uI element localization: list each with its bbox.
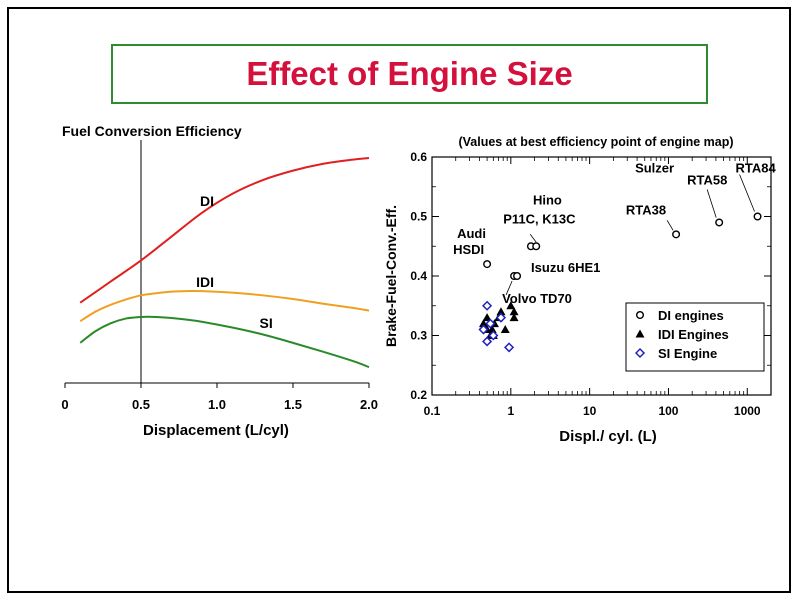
di-engines-point [483, 260, 492, 269]
left-x-tick-label: 2.0 [360, 397, 378, 412]
di-engines-point [753, 212, 762, 221]
series-label-si: SI [260, 315, 273, 331]
annotation-label: Hino [533, 192, 562, 207]
annotation-label: Volvo TD70 [502, 291, 572, 306]
right-y-axis-label: Brake-Fuel-Conv.-Eff. [383, 205, 399, 347]
right-x-tick-label: 10 [583, 404, 597, 418]
di-engines-point [672, 230, 681, 239]
idi-engines-point [487, 325, 497, 334]
idi-engines-point [509, 307, 519, 316]
legend-entry: IDI Engines [658, 327, 729, 342]
right-y-tick-label: 0.6 [410, 150, 427, 164]
right-x-axis-label: Displ./ cyl. (L) [559, 428, 657, 445]
di-engines-point [715, 218, 724, 227]
annotation-leader [505, 280, 513, 296]
slide-title-box: Effect of Engine Size [111, 44, 708, 104]
left-x-axis-label: Displacement (L/cyl) [143, 422, 289, 439]
annotation-leader [739, 174, 755, 212]
right-y-tick-label: 0.2 [410, 388, 427, 402]
left-x-tick-label: 0 [61, 397, 68, 412]
left-x-tick-label: 1.0 [208, 397, 226, 412]
di-engines-point [513, 272, 522, 281]
si-engine-point [478, 324, 489, 335]
right-y-tick-label: 0.5 [410, 210, 427, 224]
annotation-label: P11C, K13C [503, 211, 576, 226]
slide-frame [7, 7, 791, 593]
annotation-label: Isuzu 6HE1 [531, 260, 600, 275]
di-engines-point [532, 242, 541, 251]
si-engine-point [485, 318, 496, 329]
annotation-leader [706, 189, 717, 218]
right-x-tick-label: 1 [507, 404, 514, 418]
annotation-label: RTA84 [736, 161, 777, 176]
series-label-di: DI [200, 193, 214, 209]
annotation-label: Sulzer [635, 160, 674, 175]
annotation-leader [666, 220, 674, 231]
idi-engines-point [500, 325, 510, 334]
legend-entry: DI engines [658, 308, 724, 323]
series-label-idi: IDI [196, 274, 214, 290]
legend-box [625, 302, 765, 372]
annotation-label: RTA58 [687, 172, 727, 187]
right-x-tick-label: 1000 [734, 404, 761, 418]
right-x-tick-label: 0.1 [424, 404, 441, 418]
series-line-di [79, 156, 370, 304]
right-y-tick-label: 0.4 [410, 269, 427, 283]
series-line-si [79, 315, 370, 369]
legend-marker-si-engine [634, 347, 646, 359]
idi-engines-point [478, 319, 488, 328]
annotation-label: RTA38 [626, 202, 666, 217]
idi-engines-point [509, 313, 519, 322]
legend-marker-idi-engines [635, 329, 645, 338]
annotation-label: Audi [457, 226, 486, 241]
slide-title: Effect of Engine Size [246, 55, 573, 92]
left-x-tick-label: 0.5 [132, 397, 150, 412]
right-x-tick-label: 100 [658, 404, 678, 418]
si-engine-point [482, 300, 493, 311]
legend-entry: SI Engine [658, 346, 717, 361]
right-y-tick-label: 0.3 [410, 329, 427, 343]
annotation-label: HSDI [453, 242, 484, 257]
idi-engines-point [482, 313, 492, 322]
si-engine-point [495, 312, 507, 323]
idi-engines-point [506, 301, 516, 310]
legend-marker-di-engines [636, 311, 645, 320]
left-x-tick-label: 1.5 [284, 397, 302, 412]
annotation-leader [529, 234, 537, 243]
series-line-idi [79, 289, 370, 323]
idi-engines-point [496, 307, 506, 316]
left-chart-title: Fuel Conversion Efficiency [62, 123, 242, 139]
right-chart-title: (Values at best efficiency point of engi… [458, 135, 733, 149]
si-engine-point [488, 330, 499, 341]
si-engine-point [482, 336, 493, 347]
legend: DI engines IDI Engines SI Engine [625, 302, 765, 372]
si-engine-point [504, 342, 515, 353]
